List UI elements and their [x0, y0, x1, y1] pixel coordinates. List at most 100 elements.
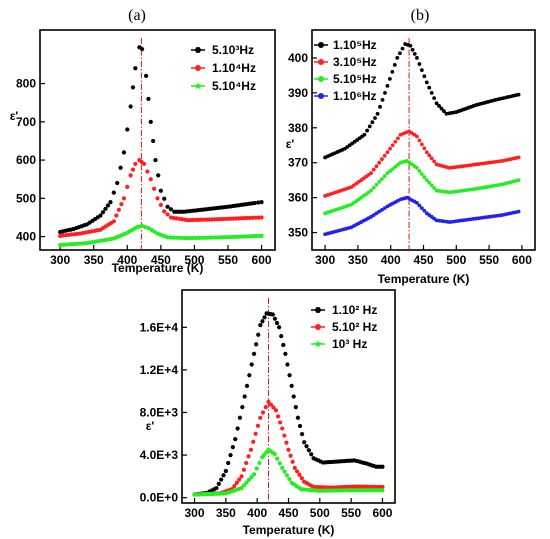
data-point-series-1	[278, 334, 284, 339]
data-point-series-1	[255, 200, 261, 205]
data-point-series-3	[419, 172, 424, 176]
data-point-series-2	[415, 134, 419, 139]
data-point-series-2	[371, 167, 376, 172]
data-point-series-1	[128, 104, 133, 109]
data-point-series-3	[427, 180, 432, 185]
data-point-series-1	[297, 423, 303, 428]
data-point-series-1	[270, 312, 276, 317]
data-point-series-3	[287, 476, 292, 482]
data-point-series-1	[437, 104, 441, 108]
y-tick-label: 0.0E+0	[140, 491, 179, 505]
data-point-series-1	[251, 351, 257, 356]
data-point-series-4	[380, 207, 384, 212]
data-point-series-3	[251, 472, 257, 477]
y-tick-label: 360	[288, 191, 308, 205]
data-point-series-2	[369, 171, 373, 176]
data-point-series-1	[153, 158, 158, 163]
x-tick-label: 300	[185, 506, 205, 520]
data-point-series-2	[244, 460, 249, 466]
data-point-series-1	[380, 97, 385, 102]
panel-label: (a)	[128, 7, 146, 24]
plot-frame	[39, 29, 276, 251]
x-tick-label: 500	[310, 506, 330, 520]
data-point-series-1	[301, 440, 307, 445]
data-point-series-1	[306, 448, 312, 453]
data-point-series-3	[417, 169, 422, 173]
data-point-series-1	[118, 165, 123, 170]
data-point-series-1	[383, 90, 387, 95]
data-point-series-1	[442, 109, 446, 114]
data-point-series-1	[133, 66, 138, 71]
data-point-series-3	[382, 174, 387, 178]
legend-marker	[194, 82, 202, 90]
x-tick-label: 550	[218, 253, 238, 267]
x-axis-title: Temperature (K)	[243, 523, 335, 537]
data-point-series-3	[259, 233, 264, 238]
data-point-series-3	[246, 477, 252, 482]
legend-marker	[318, 76, 324, 82]
data-point-series-1	[146, 96, 151, 101]
data-point-series-2	[258, 415, 263, 420]
data-point-series-1	[365, 128, 369, 133]
data-point-series-1	[419, 68, 424, 73]
data-point-series-2	[297, 472, 302, 477]
data-point-series-2	[429, 156, 434, 161]
data-point-series-1	[516, 92, 521, 97]
data-point-series-2	[290, 459, 295, 464]
data-point-series-2	[260, 410, 266, 415]
x-tick-label: 300	[50, 253, 70, 267]
data-point-series-4	[382, 206, 387, 210]
data-point-series-2	[393, 139, 398, 144]
data-point-series-3	[424, 178, 429, 183]
data-point-series-2	[148, 177, 153, 182]
data-point-series-3	[139, 223, 145, 228]
data-point-series-2	[232, 483, 237, 489]
data-point-series-2	[417, 138, 422, 143]
data-point-series-2	[288, 453, 293, 458]
data-point-series-1	[230, 445, 236, 450]
data-point-series-2	[273, 408, 279, 413]
data-point-series-2	[398, 132, 403, 137]
data-point-series-2	[282, 433, 287, 438]
legend-label: 1.10⁶Hz	[333, 89, 377, 103]
data-point-series-1	[139, 47, 145, 52]
legend-marker	[314, 340, 322, 348]
data-point-series-1	[392, 63, 397, 67]
x-axis-title: Temperature (K)	[112, 261, 204, 275]
data-point-series-2	[275, 414, 281, 419]
data-point-series-2	[141, 161, 147, 167]
data-point-series-1	[148, 119, 154, 124]
data-point-series-3	[277, 461, 282, 466]
data-point-series-1	[242, 394, 247, 399]
legend-marker	[195, 65, 201, 71]
data-point-series-1	[158, 188, 164, 193]
y-tick-label: 400	[288, 51, 308, 65]
data-point-series-2	[401, 131, 406, 136]
legend-marker	[318, 42, 324, 48]
y-tick-label: 4.0E+3	[140, 448, 179, 462]
data-point-series-4	[371, 213, 376, 217]
data-point-series-1	[255, 332, 261, 337]
data-point-series-1	[370, 120, 375, 125]
x-tick-label: 500	[184, 253, 204, 267]
data-point-series-2	[130, 167, 136, 172]
x-tick-label: 550	[479, 253, 499, 267]
data-point-series-3	[257, 460, 262, 465]
data-point-series-4	[419, 206, 424, 210]
data-point-series-2	[396, 136, 400, 141]
panel-b: (b) 300 350 400 450 500 550 600 350 360 370 380 390 4…	[286, 7, 536, 286]
data-point-series-3	[393, 164, 398, 169]
data-point-series-2	[380, 484, 385, 490]
data-point-series-1	[289, 383, 294, 388]
data-point-series-1	[165, 204, 170, 209]
x-tick-label: 600	[512, 253, 532, 267]
data-point-series-1	[262, 315, 267, 320]
x-tick-label: 450	[413, 253, 433, 267]
data-point-series-1	[299, 432, 305, 437]
data-point-series-2	[234, 480, 239, 485]
data-point-series-2	[263, 405, 268, 410]
x-tick-label: 350	[348, 253, 368, 267]
data-point-series-1	[225, 461, 231, 466]
data-point-series-1	[100, 210, 106, 215]
data-point-series-3	[249, 474, 254, 480]
